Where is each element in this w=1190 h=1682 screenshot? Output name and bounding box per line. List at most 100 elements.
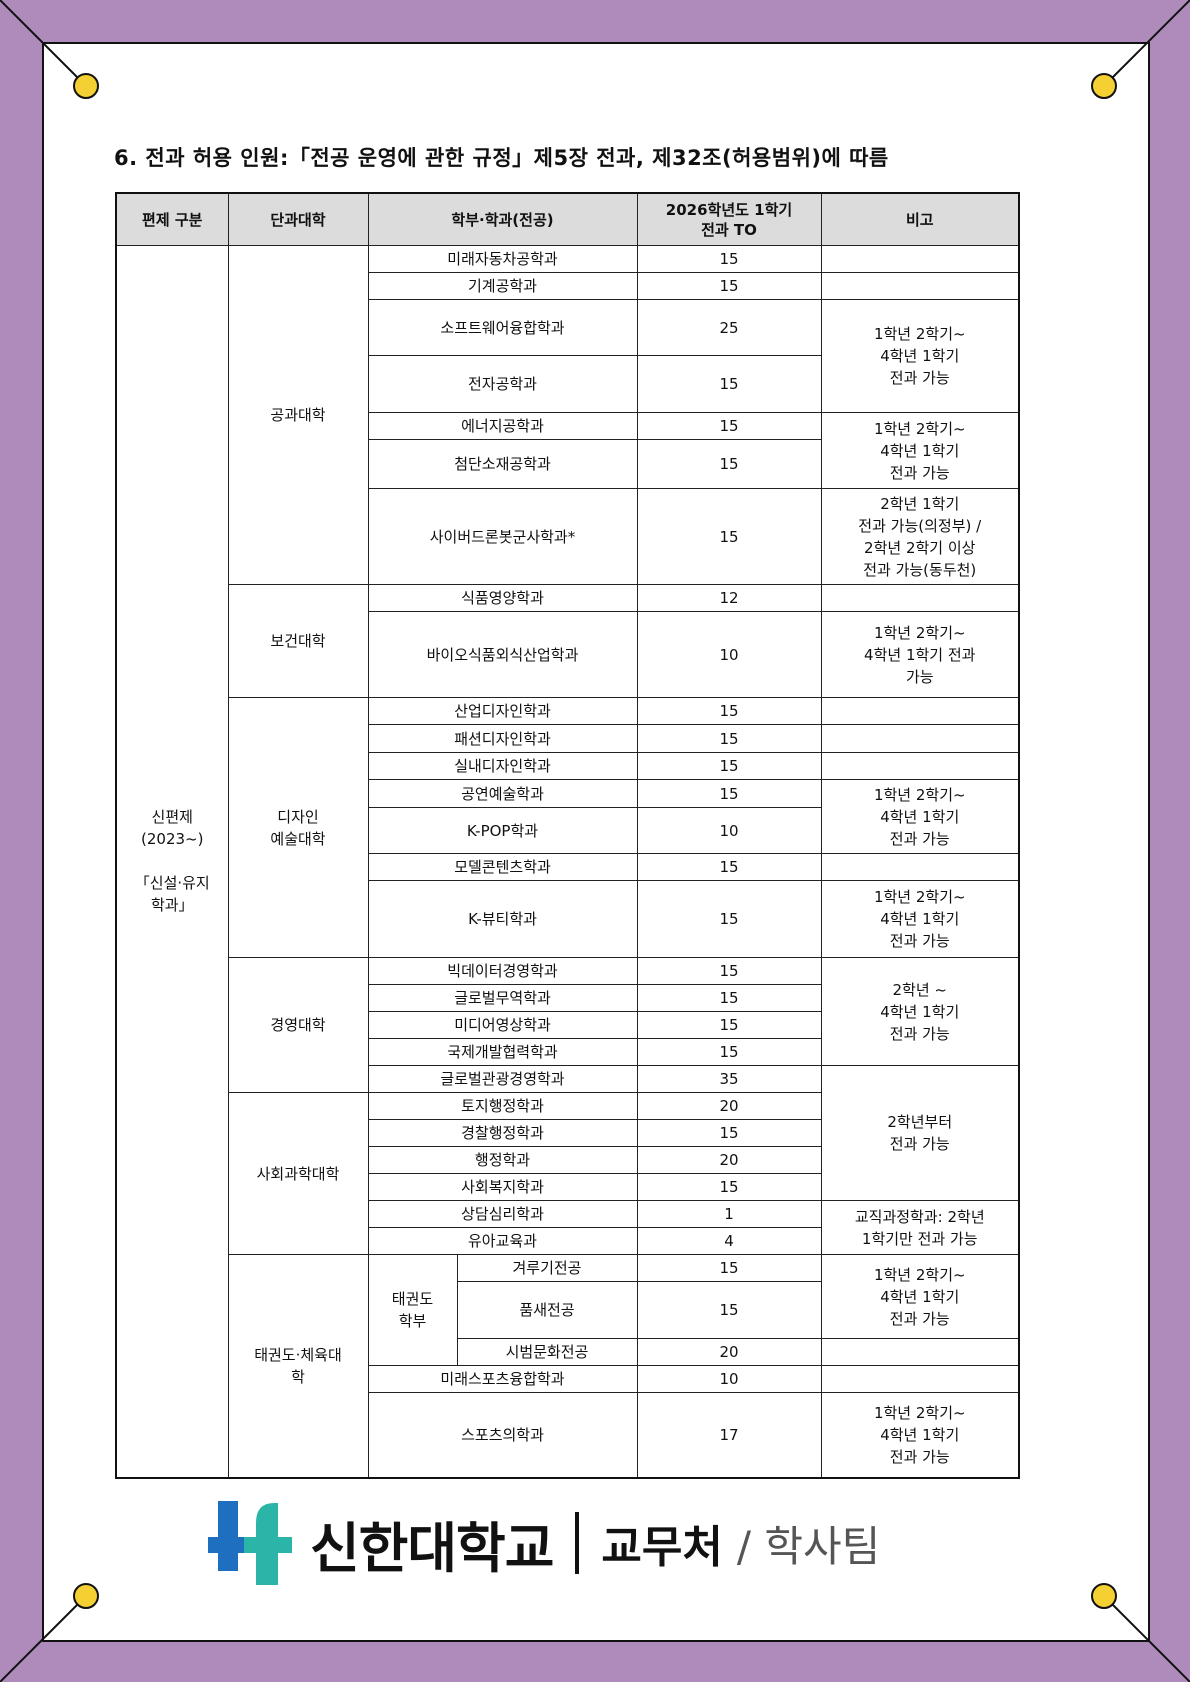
remark-cell	[820, 724, 1020, 753]
department-cell: 바이오식품외식산업학과	[367, 611, 638, 698]
transfer-quota-cell: 20	[636, 1146, 822, 1174]
department-cell: 미디어영상학과	[367, 1011, 638, 1039]
department-cell: 미래자동차공학과	[367, 245, 638, 273]
remark-cell: 2학년부터 전과 가능	[820, 1065, 1020, 1201]
department-cell: 겨루기전공	[456, 1254, 638, 1282]
table-row: 첨단소재공학과 15	[116, 439, 1019, 489]
table-row: 유아교육과 4	[116, 1227, 1019, 1255]
transfer-quota-cell: 20	[636, 1092, 822, 1120]
department-cell: 산업디자인학과	[367, 697, 638, 725]
table-row: 전자공학과 15	[116, 355, 1019, 413]
department-cell: 전자공학과	[367, 355, 638, 413]
university-name: 신한대학교	[310, 1516, 554, 1580]
remark-cell: 1학년 2학기~ 4학년 1학기 전과 가능	[820, 611, 1020, 698]
column-header: 단과대학	[227, 192, 369, 246]
department-cell: 실내디자인학과	[367, 752, 638, 780]
transfer-quota-cell: 15	[636, 779, 822, 808]
transfer-quota-cell: 15	[636, 245, 822, 273]
transfer-quota-cell: 15	[636, 1038, 822, 1066]
department-cell: 모델콘텐츠학과	[367, 853, 638, 881]
divider	[575, 1512, 580, 1574]
table-row: 보건대학 식품영양학과 12	[116, 584, 1020, 698]
department-cell: 국제개발협력학과	[367, 1038, 638, 1066]
logo-mark-icon	[208, 1501, 292, 1585]
table-row: 글로벌무역학과 15	[116, 984, 1019, 1012]
department-cell: 첨단소재공학과	[367, 439, 638, 489]
transfer-quota-cell: 15	[636, 853, 822, 881]
transfer-quota-cell: 15	[636, 752, 822, 780]
department-cell: 미래스포츠융합학과	[367, 1365, 638, 1393]
transfer-quota-cell: 25	[636, 299, 822, 356]
department-cell: 에너지공학과	[367, 412, 638, 440]
transfer-quota-cell: 15	[636, 957, 822, 985]
department-cell: 토지행정학과	[367, 1092, 638, 1120]
transfer-quota-cell: 15	[636, 1119, 822, 1147]
transfer-quota-cell: 15	[636, 1254, 822, 1282]
remark-cell: 1학년 2학기~ 4학년 1학기 전과 가능	[820, 299, 1020, 413]
department-cell: 기계공학과	[367, 272, 638, 300]
department-cell: 경찰행정학과	[367, 1119, 638, 1147]
college-cell: 사회과학대학	[227, 1092, 369, 1255]
table-row: 사회과학대학 토지행정학과 20	[116, 1092, 1019, 1255]
table-row: 품새전공 15	[116, 1281, 1019, 1339]
column-header: 편제 구분	[115, 192, 229, 246]
table-row: 상담심리학과 1 교직과정학과: 2학년 1학기만 전과 가능	[116, 1200, 1020, 1255]
college-cell: 보건대학	[227, 584, 369, 698]
transfer-quota-cell: 15	[636, 412, 822, 440]
department-cell: K-POP학과	[367, 807, 638, 854]
transfer-quota-cell: 15	[636, 1281, 822, 1339]
table-row: 글로벌관광경영학과 35 2학년부터 전과 가능	[116, 1065, 1020, 1201]
remark-cell: 1학년 2학기~ 4학년 1학기 전과 가능	[820, 779, 1020, 854]
transfer-quota-cell: 10	[636, 611, 822, 698]
transfer-quota-cell: 17	[636, 1392, 822, 1478]
remark-cell	[820, 697, 1020, 725]
university-logo: 신한대학교 교무처 / 학사팀	[208, 1498, 880, 1588]
remark-cell	[820, 853, 1020, 881]
remark-cell: 1학년 2학기~ 4학년 1학기 전과 가능	[820, 1254, 1020, 1339]
category-cell: 신편제 (2023~) 「신설·유지 학과」	[115, 245, 229, 1478]
department-cell: K-뷰티학과	[367, 880, 638, 958]
section-title: 6. 전과 허용 인원:「전공 운영에 관한 규정」제5장 전과, 제32조(허…	[114, 146, 889, 170]
transfer-quota-cell: 15	[636, 724, 822, 753]
remark-cell: 2학년 ~4학년 1학기 전과 가능	[820, 957, 1020, 1066]
table-row: 공연예술학과 15 1학년 2학기~ 4학년 1학기 전과 가능	[116, 779, 1020, 854]
transfer-quota-cell: 15	[636, 439, 822, 489]
column-header: 2026학년도 1학기 전과 TO	[636, 192, 822, 246]
department-cell: 공연예술학과	[367, 779, 638, 808]
column-header: 비고	[820, 192, 1020, 246]
transfer-quota-cell: 15	[636, 697, 822, 725]
transfer-quota-cell: 15	[636, 984, 822, 1012]
transfer-quota-cell: 10	[636, 1365, 822, 1393]
department-cell: 소프트웨어융합학과	[367, 299, 638, 356]
college-cell: 태권도·체육대 학	[227, 1254, 369, 1478]
team-name: / 학사팀	[736, 1521, 881, 1571]
department-name: 교무처	[601, 1522, 723, 1573]
table-row: 소프트웨어융합학과 25 1학년 2학기~ 4학년 1학기 전과 가능	[116, 299, 1020, 413]
transfer-quota-cell: 15	[636, 1173, 822, 1201]
table-row: K-POP학과 10	[116, 807, 1019, 854]
table-row: 스포츠의학과 17 1학년 2학기~ 4학년 1학기 전과 가능	[116, 1392, 1020, 1478]
department-cell: 글로벌관광경영학과	[367, 1065, 638, 1093]
department-cell: 상담심리학과	[367, 1200, 638, 1228]
department-cell: 사회복지학과	[367, 1173, 638, 1201]
table-row: 경영대학 빅데이터경영학과 15 2학년 ~4학년 1학기 전과 가능	[116, 957, 1020, 1093]
table-row: 기계공학과 15	[116, 272, 1020, 300]
table-row: 사이버드론봇군사학과* 15 2학년 1학기 전과 가능(의정부) /2학년 2학기 …	[116, 488, 1020, 585]
college-cell: 디자인 예술대학	[227, 697, 369, 958]
table-row: 에너지공학과 15 1학년 2학기~ 4학년 1학기 전과 가능	[116, 412, 1020, 489]
transfer-quota-cell: 35	[636, 1065, 822, 1093]
remark-cell	[820, 1365, 1020, 1393]
department-cell: 품새전공	[456, 1281, 638, 1339]
table-row: 태권도·체육대 학 태권도 학부 겨루기전공 15 1학년 2학기~ 4학년 1학기 전과 가능	[116, 1254, 1020, 1478]
division-cell: 태권도 학부	[367, 1254, 458, 1366]
department-cell: 행정학과	[367, 1146, 638, 1174]
transfer-quota-cell: 1	[636, 1200, 822, 1228]
table-row: 디자인 예술대학 산업디자인학과 15	[116, 697, 1020, 958]
table-row: 바이오식품외식산업학과 10 1학년 2학기~ 4학년 1학기 전과 가능	[116, 611, 1020, 698]
department-cell: 스포츠의학과	[367, 1392, 638, 1478]
table-row: 미디어영상학과 15	[116, 1011, 1019, 1039]
table-row: 행정학과 20	[116, 1146, 1019, 1174]
transfer-quota-cell: 10	[636, 807, 822, 854]
table-row: 국제개발협력학과 15	[116, 1038, 1019, 1066]
remark-cell	[820, 245, 1020, 273]
